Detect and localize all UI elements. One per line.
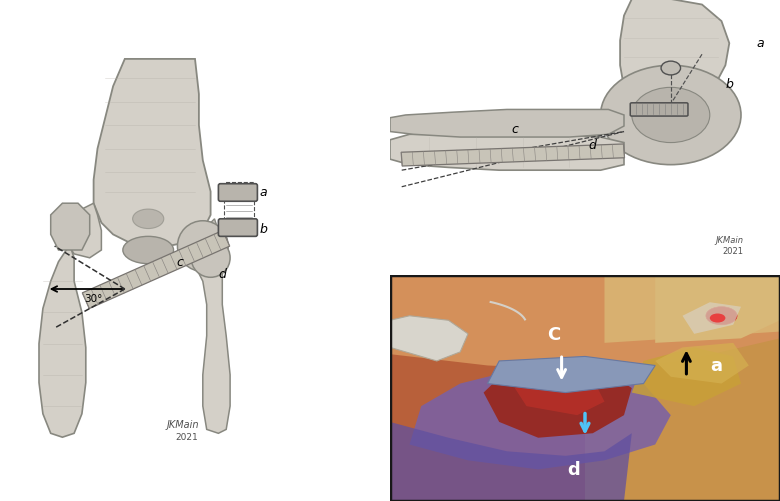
Polygon shape: [39, 246, 86, 437]
Polygon shape: [585, 276, 780, 501]
Polygon shape: [604, 276, 780, 343]
Polygon shape: [66, 204, 101, 259]
Text: d: d: [567, 460, 580, 478]
Polygon shape: [682, 303, 741, 334]
Polygon shape: [488, 357, 655, 393]
Text: a: a: [710, 357, 722, 375]
Text: 30°: 30°: [84, 293, 103, 303]
Text: b: b: [725, 78, 733, 91]
Text: a: a: [757, 37, 764, 50]
FancyBboxPatch shape: [218, 219, 257, 237]
Text: JKMain: JKMain: [167, 420, 200, 429]
Circle shape: [710, 314, 725, 323]
Polygon shape: [484, 361, 632, 438]
Circle shape: [706, 307, 737, 325]
Circle shape: [601, 66, 741, 165]
Text: 2021: 2021: [176, 432, 199, 441]
Polygon shape: [390, 422, 632, 501]
Polygon shape: [187, 219, 218, 255]
Polygon shape: [515, 375, 604, 415]
Polygon shape: [632, 348, 741, 406]
Polygon shape: [390, 316, 468, 361]
Text: C: C: [548, 325, 560, 343]
Polygon shape: [655, 276, 780, 343]
Polygon shape: [94, 60, 211, 246]
Text: d: d: [589, 139, 597, 152]
Circle shape: [661, 62, 680, 76]
Polygon shape: [401, 145, 625, 167]
Text: c: c: [512, 122, 518, 135]
Polygon shape: [83, 231, 229, 309]
Polygon shape: [410, 370, 671, 469]
Polygon shape: [51, 204, 90, 250]
Circle shape: [177, 221, 228, 272]
Polygon shape: [390, 276, 585, 501]
Polygon shape: [390, 135, 624, 171]
Polygon shape: [195, 266, 230, 433]
FancyBboxPatch shape: [218, 184, 257, 202]
Text: d: d: [218, 268, 226, 281]
Polygon shape: [390, 110, 624, 138]
Polygon shape: [390, 276, 780, 370]
FancyBboxPatch shape: [630, 104, 688, 117]
Text: JKMain: JKMain: [715, 235, 743, 244]
Ellipse shape: [123, 237, 173, 264]
Text: b: b: [259, 222, 268, 235]
Text: c: c: [176, 256, 183, 269]
Polygon shape: [655, 343, 749, 384]
Text: a: a: [259, 186, 267, 198]
Text: 2021: 2021: [723, 246, 743, 256]
Circle shape: [191, 239, 230, 278]
Circle shape: [632, 88, 710, 143]
Polygon shape: [620, 0, 729, 118]
Ellipse shape: [133, 209, 164, 229]
